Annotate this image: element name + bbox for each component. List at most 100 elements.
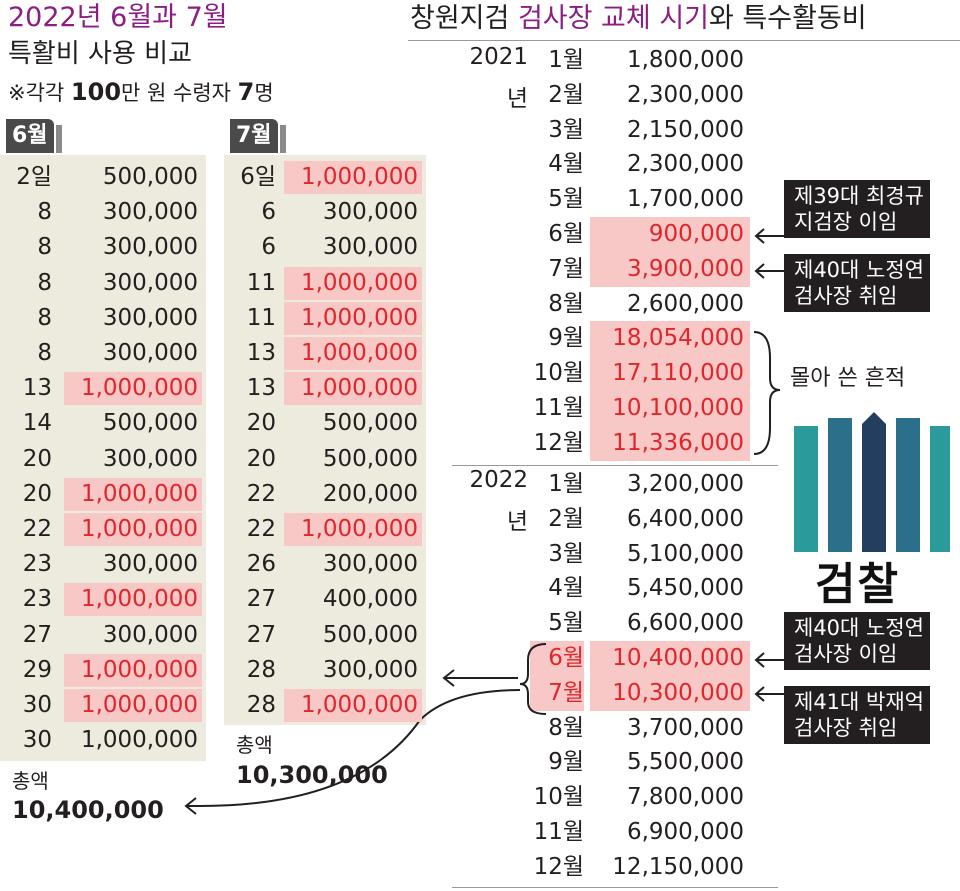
month-row: 1월 1,800,000 [530,43,752,78]
month-label: 11월 [533,819,584,845]
june-row: 13 1,000,000 [4,372,202,406]
month-label: 7월 [530,675,584,711]
july-row: 26 300,000 [228,548,422,581]
year-2022-label: 2022 [469,467,528,493]
june-row: 22 1,000,000 [4,513,202,546]
month-row: 5월 1,700,000 [530,182,752,217]
july-day: 6 [261,234,276,261]
month-label: 2월 [548,505,584,532]
month-row: 3월 2,150,000 [530,113,752,148]
month-label: 8월 [548,714,584,741]
month-row: 9월 18,054,000 [530,321,752,357]
june-row: 30 1,000,000 [4,724,202,757]
callout-2-line2: 검사장 취임 [794,284,898,308]
july-day: 28 [246,656,276,683]
note-number-1: 100 [70,78,122,106]
month-label: 9월 [548,325,584,352]
month-amount: 6,400,000 [626,505,744,532]
june-row: 8 300,000 [4,196,202,229]
june-amount: 300,000 [102,340,198,366]
july-amount: 300,000 [322,656,418,683]
callout-3-line2: 검사장 이임 [794,642,898,666]
note-number-2: 7 [237,78,255,106]
july-row: 20 500,000 [228,443,422,476]
month-row: 11월 10,100,000 [530,391,752,426]
month-amount: 18,054,000 [590,321,750,357]
month-row: 12월 11,336,000 [530,425,752,461]
callout-3-line1: 제40대 노정연 [794,616,924,640]
july-day: 20 [246,410,276,437]
year-2021-suffix: 년 [506,86,528,112]
july-row: 27 400,000 [228,583,422,616]
july-day: 27 [246,621,276,648]
july-row: 6일 1,000,000 [228,161,422,194]
june-amount: 300,000 [102,199,198,226]
month-row: 3월 5,100,000 [530,537,752,572]
july-amount: 1,000,000 [284,161,422,194]
bracket-2022 [519,643,547,715]
note-suffix: 명 [254,81,274,105]
arrow-to-july-total [442,669,518,687]
logo-bar-3 [862,412,886,552]
july-day: 20 [246,445,276,472]
month-row: 12월 12,150,000 [530,850,752,885]
july-amount: 200,000 [322,480,418,507]
july-day: 27 [246,586,276,613]
july-amount: 1,000,000 [284,513,422,546]
logo-bar-5 [930,426,950,552]
callout-1: 제39대 최경규 지검장 이임 [784,180,930,238]
logo-bar-1 [794,426,818,552]
bracket-2021-fall [753,331,781,455]
right-title-b: 검사장 교체 시기 [517,3,709,34]
july-panel [224,155,426,725]
june-row: 29 1,000,000 [4,653,202,687]
june-amount: 500,000 [102,164,198,190]
month-amount: 7,800,000 [626,784,744,811]
june-amount: 1,000,000 [64,513,202,546]
july-day: 11 [246,304,276,331]
prosecution-logo [794,412,950,552]
june-row: 23 1,000,000 [4,583,202,617]
callout-4-line1: 제41대 박재억 [794,690,924,714]
bracket-label: 몰아 쓴 흔적 [790,366,906,391]
june-amount: 300,000 [102,445,198,472]
july-row: 6 300,000 [228,231,422,264]
month-amount: 3,700,000 [626,714,744,741]
month-label: 12월 [533,853,584,880]
callout-2-line1: 제40대 노정연 [794,258,924,282]
june-row: 23 300,000 [4,548,202,581]
left-subtitle: 특활비 사용 비교 [8,39,192,69]
july-day: 11 [246,269,276,296]
june-row: 27 300,000 [4,619,202,652]
june-day: 13 [22,375,52,402]
july-amount: 1,000,000 [284,337,422,370]
callout-4-line2: 검사장 취임 [794,716,898,740]
july-row: 6 300,000 [228,196,422,229]
july-row: 13 1,000,000 [228,337,422,370]
july-amount: 300,000 [322,234,418,261]
month-row: 11월 6,900,000 [530,815,752,850]
june-amount: 300,000 [102,234,198,261]
july-amount: 400,000 [322,586,418,613]
june-day: 20 [22,445,52,472]
june-day: 30 [22,727,52,754]
june-day: 8 [37,199,52,226]
recipient-note: ※각각 100만 원 수령자 7명 [8,78,274,107]
june-row: 8 300,000 [4,302,202,335]
month-row: 9월 5,500,000 [530,745,752,780]
july-day: 26 [246,551,276,578]
arrow-callout-1 [754,228,784,244]
month-row: 6월 10,400,000 [530,641,752,676]
callout-2: 제40대 노정연 검사장 취임 [784,254,930,312]
month-row: 10월 17,110,000 [530,356,752,392]
july-day: 13 [246,375,276,402]
month-amount: 6,600,000 [626,610,744,637]
month-row: 7월 3,900,000 [530,251,752,287]
july-row: 28 1,000,000 [228,689,422,722]
month-label: 4월 [548,575,584,602]
june-amount: 1,000,000 [64,477,202,511]
month-amount: 10,400,000 [590,641,750,676]
july-total-value: 10,300,000 [236,761,388,789]
june-day: 29 [22,656,52,683]
june-day: 14 [22,410,52,437]
